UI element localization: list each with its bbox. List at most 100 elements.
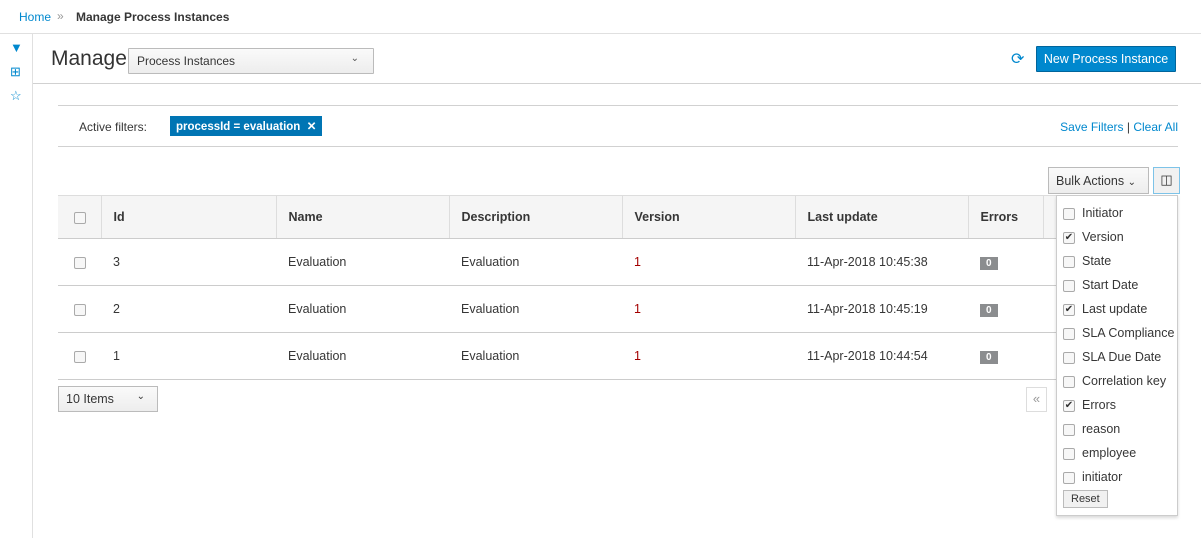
chevron-down-icon: ⌄ <box>1127 177 1136 188</box>
refresh-icon[interactable]: ⟳ <box>1011 51 1025 68</box>
column-option-label: reason <box>1082 422 1121 436</box>
errors-badge: 0 <box>980 350 998 364</box>
column-option[interactable]: Correlation key <box>1063 374 1166 388</box>
column-checkbox[interactable] <box>1063 423 1075 436</box>
close-icon[interactable]: ✕ <box>303 121 317 133</box>
divider <box>58 146 1178 147</box>
cell-description: Evaluation <box>449 238 622 286</box>
column-checkbox[interactable] <box>1063 351 1075 364</box>
column-option[interactable]: Initiator <box>1063 206 1123 220</box>
row-checkbox[interactable] <box>74 256 86 269</box>
bulk-actions-label: Bulk Actions <box>1056 174 1125 188</box>
selector-value: Process Instances <box>137 54 236 68</box>
column-option-label: Errors <box>1082 398 1117 412</box>
sidebar: ▼ ⊞ ☆ <box>0 34 33 538</box>
column-checkbox[interactable]: ✔ <box>1063 303 1075 316</box>
column-header-version[interactable]: Version <box>622 195 796 239</box>
cell-errors: 0 <box>968 332 1043 380</box>
cell-name: Evaluation <box>276 332 449 380</box>
column-option-label: SLA Compliance <box>1082 326 1175 340</box>
column-option-label: Last update <box>1082 302 1148 316</box>
breadcrumb-home[interactable]: Home <box>19 10 52 24</box>
row-checkbox[interactable] <box>74 303 86 316</box>
table-row[interactable]: 3 Evaluation Evaluation 1 11-Apr-2018 10:45:… <box>58 238 1178 286</box>
cell-name: Evaluation <box>276 285 449 333</box>
column-option-label: State <box>1082 254 1112 268</box>
row-select[interactable] <box>58 332 101 380</box>
column-option[interactable]: employee <box>1063 446 1136 460</box>
column-checkbox[interactable]: ✔ <box>1063 399 1075 412</box>
page-size-value: 10 Items <box>66 392 114 406</box>
star-icon[interactable]: ☆ <box>10 88 22 103</box>
column-checkbox[interactable] <box>1063 279 1075 292</box>
cell-last-update: 11-Apr-2018 10:44:54 <box>795 332 968 380</box>
bulk-actions-button[interactable]: Bulk Actions ⌄ <box>1048 167 1149 194</box>
process-instances-table: Id Name Description Version Last update … <box>58 195 1178 380</box>
page-size-select[interactable]: 10 Items ⌄ <box>58 386 158 412</box>
column-option[interactable]: reason <box>1063 422 1120 436</box>
column-option-label: employee <box>1082 446 1137 460</box>
select-all[interactable] <box>58 195 102 239</box>
column-option-label: Initiator <box>1082 206 1123 220</box>
cell-id: 2 <box>101 285 276 333</box>
column-option-label: initiator <box>1082 470 1123 484</box>
perspective-selector[interactable]: Process Instances ⌄ <box>128 48 374 74</box>
reset-button[interactable]: Reset <box>1063 490 1108 508</box>
column-option[interactable]: Start Date <box>1063 278 1138 292</box>
cell-version: 1 <box>622 238 795 286</box>
divider <box>33 83 1201 84</box>
select-all-checkbox[interactable] <box>74 211 86 224</box>
clear-all-link[interactable]: Clear All <box>1133 120 1178 134</box>
column-checkbox[interactable] <box>1063 471 1075 484</box>
table-row[interactable]: 1 Evaluation Evaluation 1 11-Apr-2018 10:44:… <box>58 332 1178 380</box>
errors-badge: 0 <box>980 256 998 270</box>
columns-icon[interactable]: ◫ <box>1153 167 1180 194</box>
column-checkbox[interactable] <box>1063 207 1075 220</box>
column-option[interactable]: State <box>1063 254 1111 268</box>
column-header-name[interactable]: Name <box>276 195 450 239</box>
column-picker-dropdown: Initiator ✔ Version State Start Date ✔ Last up… <box>1056 195 1178 516</box>
errors-badge: 0 <box>980 303 998 317</box>
column-option[interactable]: SLA Due Date <box>1063 350 1161 364</box>
column-option[interactable]: ✔ Last update <box>1063 302 1147 316</box>
new-process-instance-button[interactable]: New Process Instance <box>1036 46 1176 72</box>
breadcrumb-current: Manage Process Instances <box>76 10 230 24</box>
column-checkbox[interactable] <box>1063 255 1075 268</box>
column-option[interactable]: ✔ Version <box>1063 230 1124 244</box>
column-option-label: SLA Due Date <box>1082 350 1162 364</box>
first-page-button[interactable]: « <box>1026 387 1047 412</box>
breadcrumb: Home » Manage Process Instances <box>0 0 1201 34</box>
column-header-errors[interactable]: Errors <box>968 195 1044 239</box>
column-option-label: Start Date <box>1082 278 1139 292</box>
page-title: Manage <box>51 47 127 70</box>
cell-version: 1 <box>622 332 795 380</box>
filter-icon[interactable]: ▼ <box>10 40 23 55</box>
chevron-down-icon: ⌄ <box>136 391 145 402</box>
column-header-id[interactable]: Id <box>101 195 277 239</box>
cell-errors: 0 <box>968 285 1043 333</box>
column-header-last-update[interactable]: Last update <box>795 195 969 239</box>
row-select[interactable] <box>58 285 101 333</box>
breadcrumb-separator: » <box>57 9 64 23</box>
table-row[interactable]: 2 Evaluation Evaluation 1 11-Apr-2018 10:45:… <box>58 285 1178 333</box>
column-checkbox[interactable] <box>1063 327 1075 340</box>
column-checkbox[interactable] <box>1063 447 1075 460</box>
save-filters-link[interactable]: Save Filters <box>1060 120 1124 134</box>
column-header-description[interactable]: Description <box>449 195 623 239</box>
row-select[interactable] <box>58 238 101 286</box>
cell-id: 1 <box>101 332 276 380</box>
cell-errors: 0 <box>968 238 1043 286</box>
column-option[interactable]: ✔ Errors <box>1063 398 1116 412</box>
column-checkbox[interactable] <box>1063 375 1075 388</box>
column-checkbox[interactable]: ✔ <box>1063 231 1075 244</box>
column-option[interactable]: initiator <box>1063 470 1122 484</box>
plus-square-icon[interactable]: ⊞ <box>10 64 21 79</box>
row-checkbox[interactable] <box>74 350 86 363</box>
column-option[interactable]: SLA Compliance <box>1063 326 1174 340</box>
cell-last-update: 11-Apr-2018 10:45:38 <box>795 238 968 286</box>
cell-version: 1 <box>622 285 795 333</box>
chevron-down-icon: ⌄ <box>350 53 359 64</box>
cell-id: 3 <box>101 238 276 286</box>
cell-last-update: 11-Apr-2018 10:45:19 <box>795 285 968 333</box>
column-option-label: Version <box>1082 230 1124 244</box>
